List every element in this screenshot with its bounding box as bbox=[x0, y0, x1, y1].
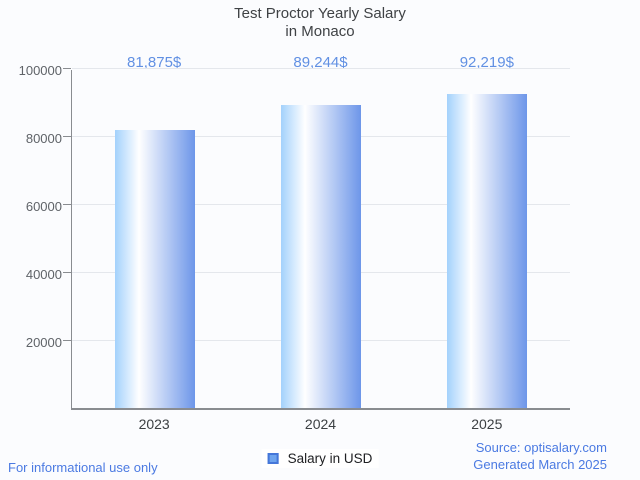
bar-value-label: 92,219$ bbox=[459, 54, 514, 71]
generated-date-text: Generated March 2025 bbox=[473, 456, 607, 472]
source-link[interactable]: Source: optisalary.com bbox=[475, 440, 607, 455]
bar-value-label: 81,875$ bbox=[127, 54, 182, 71]
chart-title-line1: Test Proctor Yearly Salary bbox=[234, 5, 406, 22]
x-axis-labels: 2023 2024 2025 bbox=[71, 416, 570, 433]
bars-container bbox=[72, 70, 570, 408]
y-axis-label: 100000 bbox=[18, 63, 62, 78]
legend: Salary in USD bbox=[261, 449, 379, 468]
x-axis-label: 2023 bbox=[138, 416, 170, 432]
disclaimer-text: For informational use only bbox=[8, 460, 158, 475]
bar-value-labels: 81,875$ 89,244$ 92,219$ bbox=[71, 54, 570, 72]
bar-slot bbox=[238, 70, 404, 408]
bar-2024 bbox=[281, 105, 361, 408]
y-axis: 20000 40000 60000 80000 100000 bbox=[0, 63, 62, 410]
bar-value-label: 89,244$ bbox=[293, 54, 348, 71]
y-axis-tick bbox=[62, 271, 71, 273]
x-axis-label: 2024 bbox=[304, 416, 337, 432]
chart-title: Test Proctor Yearly Salary in Monaco bbox=[0, 5, 640, 40]
y-axis-tick bbox=[62, 135, 71, 137]
y-axis-label: 80000 bbox=[25, 131, 62, 146]
bar-slot bbox=[404, 70, 570, 408]
legend-label: Salary in USD bbox=[287, 451, 373, 466]
x-axis-label: 2025 bbox=[471, 416, 503, 432]
bar-2025 bbox=[447, 94, 527, 408]
y-axis-label: 60000 bbox=[25, 199, 62, 214]
y-axis-tick bbox=[62, 67, 71, 69]
y-axis-label: 20000 bbox=[25, 335, 62, 350]
y-axis-tick bbox=[62, 339, 71, 341]
bar-2023 bbox=[115, 130, 195, 408]
y-axis-label: 40000 bbox=[25, 267, 62, 282]
bar-slot bbox=[72, 70, 238, 408]
chart-title-line2: in Monaco bbox=[285, 22, 355, 40]
footer-source-block: Source: optisalary.com Generated March 2… bbox=[473, 440, 607, 473]
legend-swatch-icon bbox=[267, 453, 279, 464]
y-axis-tick bbox=[62, 203, 71, 205]
gridline bbox=[72, 68, 570, 69]
plot-area bbox=[62, 67, 570, 410]
